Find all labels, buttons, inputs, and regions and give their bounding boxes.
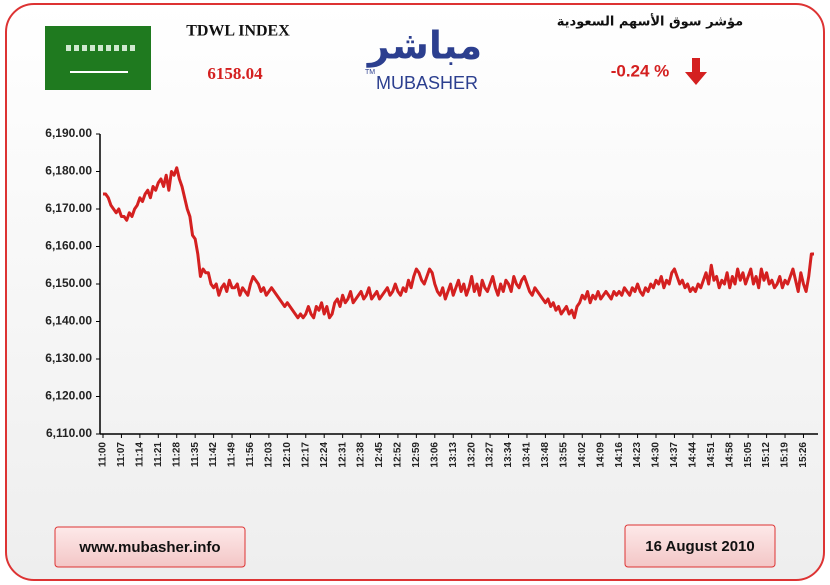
x-tick-label: 15:05	[743, 442, 754, 468]
x-tick-label: 15:26	[798, 442, 809, 468]
x-tick-label: 12:24	[319, 442, 330, 468]
y-tick-label: 6,150.00	[45, 276, 92, 290]
y-tick-label: 6,140.00	[45, 314, 92, 328]
x-tick-label: 13:20	[466, 442, 477, 468]
x-tick-label: 11:35	[190, 442, 201, 467]
x-tick-label: 12:10	[282, 442, 293, 468]
website: www.mubasher.info	[78, 539, 220, 556]
x-tick-label: 14:16	[614, 442, 625, 468]
x-tick-label: 14:02	[577, 442, 588, 468]
y-tick-label: 6,190.00	[45, 126, 92, 140]
x-tick-label: 13:41	[522, 442, 533, 468]
x-tick-label: 11:49	[227, 442, 238, 467]
x-tick-label: 11:00	[98, 442, 109, 467]
x-tick-label: 11:21	[153, 442, 164, 467]
x-tick-label: 14:23	[632, 442, 643, 468]
x-tick-label: 14:09	[595, 442, 606, 468]
x-tick-label: 14:58	[724, 442, 735, 468]
x-tick-label: 13:48	[540, 442, 551, 468]
date: 16 August 2010	[645, 538, 755, 555]
x-tick-label: 13:27	[485, 442, 496, 468]
y-tick-label: 6,110.00	[46, 426, 92, 440]
x-tick-label: 15:12	[761, 442, 772, 468]
y-tick-label: 6,120.00	[45, 389, 92, 403]
x-tick-label: 13:34	[503, 442, 514, 468]
x-tick-label: 11:14	[135, 442, 146, 467]
footer-website: www.mubasher.info	[54, 526, 246, 568]
x-tick-label: 14:51	[706, 442, 717, 468]
x-tick-label: 12:45	[374, 442, 385, 468]
x-tick-label: 13:13	[448, 442, 459, 468]
flag	[45, 26, 151, 90]
logo-latin: MUBASHER	[376, 73, 478, 93]
index-change: -0.24 %	[611, 61, 670, 80]
x-tick-label: 13:55	[558, 442, 569, 468]
down-arrow	[685, 58, 707, 85]
y-tick-label: 6,170.00	[45, 201, 92, 215]
x-tick-label: 12:59	[411, 442, 422, 468]
y-tick-label: 6,160.00	[45, 239, 92, 253]
y-tick-label: 6,180.00	[45, 164, 92, 178]
x-tick-label: 14:30	[651, 442, 662, 468]
x-tick-label: 14:44	[688, 442, 699, 468]
index-value: 6158.04	[207, 64, 263, 83]
x-tick-label: 12:03	[264, 442, 275, 468]
x-tick-label: 12:17	[300, 442, 311, 468]
x-tick-label: 11:56	[245, 442, 256, 467]
logo-arabic: مباشر	[366, 24, 482, 68]
x-tick-label: 11:42	[208, 442, 219, 467]
arabic-title: مؤشر سوق الأسهم السعودية	[557, 13, 743, 30]
x-tick-label: 12:38	[356, 442, 367, 468]
index-line	[103, 166, 814, 320]
logo-tm: TM	[365, 69, 375, 76]
x-tick-label: 11:28	[171, 442, 182, 467]
y-tick-label: 6,130.00	[45, 351, 92, 365]
x-tick-label: 11:07	[116, 442, 127, 467]
x-tick-label: 15:19	[780, 442, 791, 468]
x-tick-label: 12:52	[393, 442, 404, 468]
x-tick-label: 14:37	[669, 442, 680, 468]
x-tick-label: 12:31	[337, 442, 348, 468]
x-tick-label: 13:06	[429, 442, 440, 468]
index-title: TDWL INDEX	[186, 23, 290, 40]
footer-date: 16 August 2010	[624, 524, 776, 568]
